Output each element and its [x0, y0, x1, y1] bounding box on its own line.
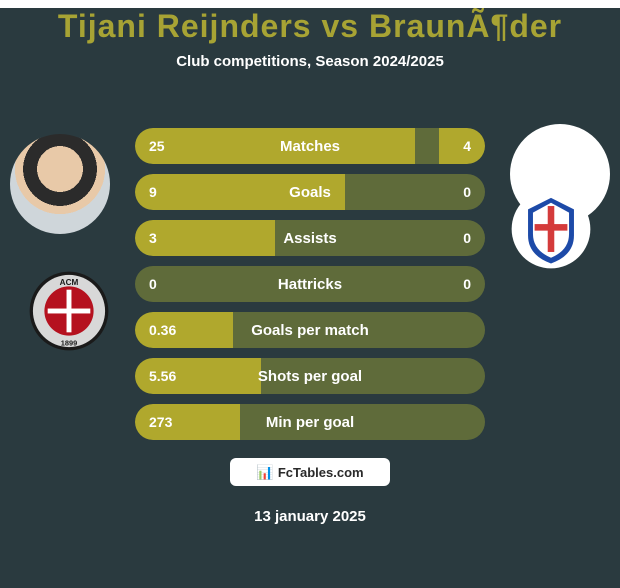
stat-row: 273Min per goal — [135, 404, 485, 440]
stat-label: Assists — [135, 230, 485, 247]
como-badge-icon — [510, 188, 592, 270]
stat-label: Min per goal — [135, 414, 485, 431]
right-club-badge — [510, 188, 592, 270]
stat-label: Matches — [135, 138, 485, 155]
source-label: FcTables.com — [278, 465, 364, 480]
stat-label: Hattricks — [135, 276, 485, 293]
stat-label: Shots per goal — [135, 368, 485, 385]
stat-label: Goals — [135, 184, 485, 201]
page-subtitle: Club competitions, Season 2024/2025 — [0, 53, 620, 70]
page-title: Tijani Reijnders vs BraunÃ¶der — [0, 8, 620, 45]
comparison-card: Tijani Reijnders vs BraunÃ¶der Club comp… — [0, 8, 620, 588]
chart-icon: 📊 — [256, 464, 273, 481]
stat-row: 30Assists — [135, 220, 485, 256]
stats-table: 254Matches 90Goals 30Assists 00Hattricks 0.3… — [135, 128, 485, 450]
stat-label: Goals per match — [135, 322, 485, 339]
left-club-badge: ACM 1899 — [28, 270, 110, 352]
source-badge[interactable]: 📊 FcTables.com — [230, 458, 390, 486]
acmilan-badge-icon: ACM 1899 — [28, 270, 110, 352]
stat-row: 90Goals — [135, 174, 485, 210]
stat-row: 0.36Goals per match — [135, 312, 485, 348]
stat-row: 254Matches — [135, 128, 485, 164]
stat-row: 00Hattricks — [135, 266, 485, 302]
svg-text:1899: 1899 — [61, 338, 77, 347]
footer-date: 13 january 2025 — [0, 508, 620, 525]
svg-text:ACM: ACM — [60, 278, 79, 287]
stat-row: 5.56Shots per goal — [135, 358, 485, 394]
left-player-avatar — [10, 134, 110, 234]
